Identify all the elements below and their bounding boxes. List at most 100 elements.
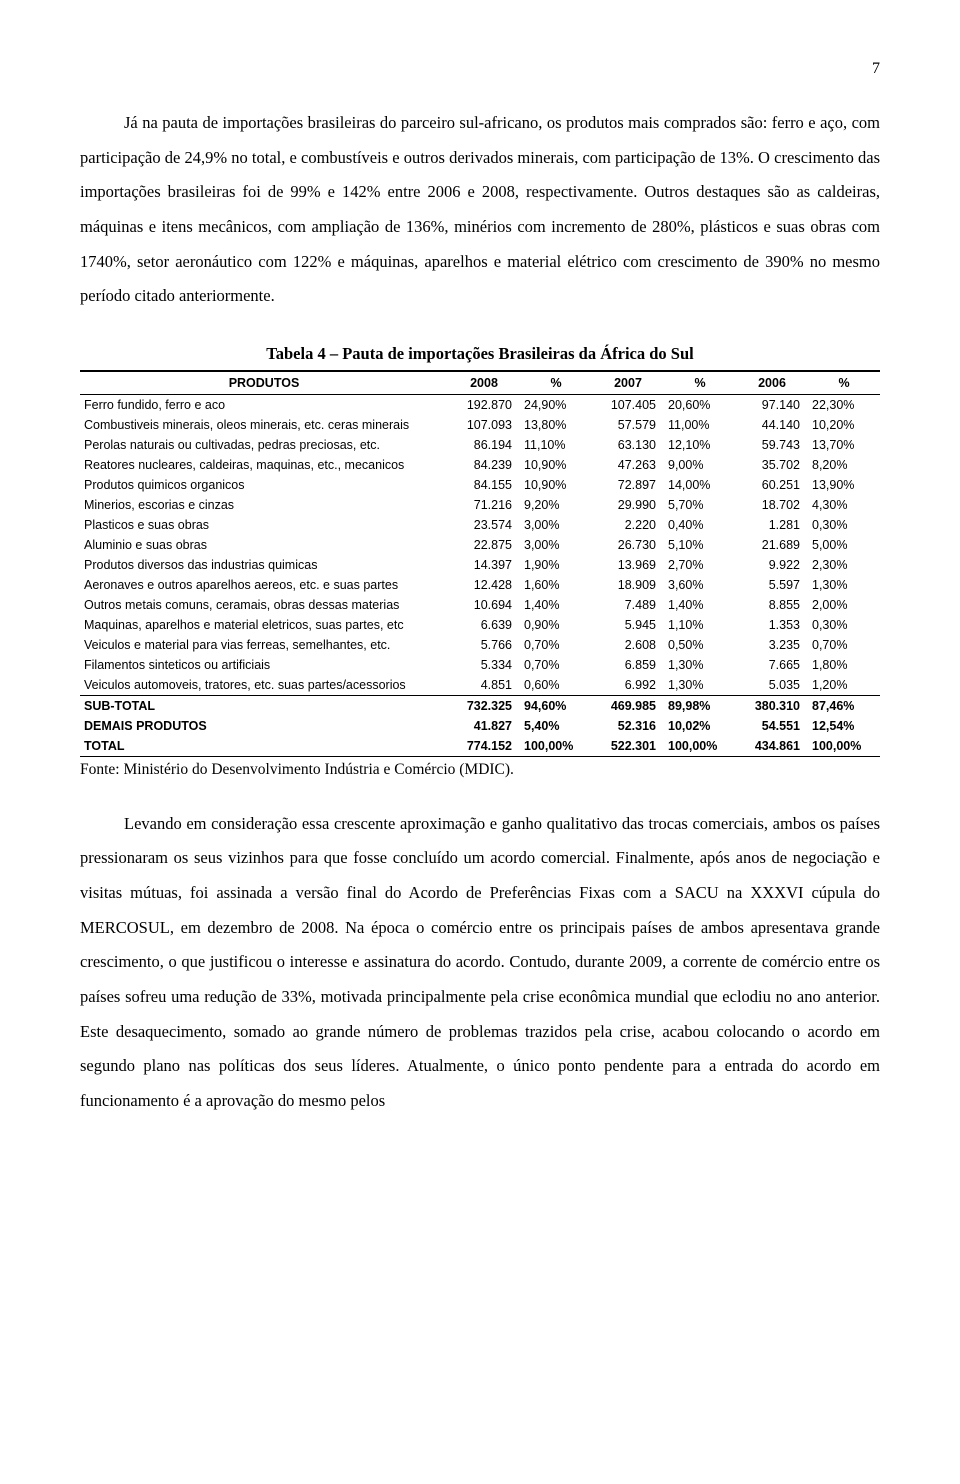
table-cell: 1,30%: [664, 655, 736, 675]
table-row: Combustiveis minerais, oleos minerais, e…: [80, 415, 880, 435]
table-row: TOTAL774.152100,00%522.301100,00%434.861…: [80, 736, 880, 757]
table-cell: 14.397: [448, 555, 520, 575]
table-cell: 11,10%: [520, 435, 592, 455]
table-cell: 522.301: [592, 736, 664, 757]
table-cell: Filamentos sinteticos ou artificiais: [80, 655, 448, 675]
table-cell: 18.702: [736, 495, 808, 515]
table-cell: 3.235: [736, 635, 808, 655]
table-cell: 0,70%: [520, 635, 592, 655]
table-cell: 5.945: [592, 615, 664, 635]
table-cell: Produtos diversos das industrias quimica…: [80, 555, 448, 575]
table-cell: 0,70%: [520, 655, 592, 675]
table-row: Perolas naturais ou cultivadas, pedras p…: [80, 435, 880, 455]
table-cell: 1,60%: [520, 575, 592, 595]
table-cell: 89,98%: [664, 695, 736, 716]
table-cell: 54.551: [736, 716, 808, 736]
table-cell: 84.239: [448, 455, 520, 475]
table-cell: 29.990: [592, 495, 664, 515]
table-cell: 2.220: [592, 515, 664, 535]
table-row: Veiculos automoveis, tratores, etc. suas…: [80, 675, 880, 696]
table-cell: Veiculos e material para vias ferreas, s…: [80, 635, 448, 655]
paragraph-conclusion: Levando em consideração essa crescente a…: [80, 807, 880, 1119]
table-cell: 3,60%: [664, 575, 736, 595]
table-cell: 1,80%: [808, 655, 880, 675]
page-number: 7: [80, 60, 880, 78]
table-cell: 0,50%: [664, 635, 736, 655]
table-cell: 5,10%: [664, 535, 736, 555]
table-cell: 35.702: [736, 455, 808, 475]
table-cell: Minerios, escorias e cinzas: [80, 495, 448, 515]
table-cell: 6.639: [448, 615, 520, 635]
table-cell: 4.851: [448, 675, 520, 696]
table-header-cell: 2008: [448, 371, 520, 395]
table-cell: 44.140: [736, 415, 808, 435]
table-cell: 6.859: [592, 655, 664, 675]
table-row: DEMAIS PRODUTOS41.8275,40%52.31610,02%54…: [80, 716, 880, 736]
table-cell: 380.310: [736, 695, 808, 716]
table-cell: 2,00%: [808, 595, 880, 615]
table-cell: 8,20%: [808, 455, 880, 475]
table-row: Reatores nucleares, caldeiras, maquinas,…: [80, 455, 880, 475]
table-cell: DEMAIS PRODUTOS: [80, 716, 448, 736]
table-cell: Produtos quimicos organicos: [80, 475, 448, 495]
table-row: Aluminio e suas obras22.8753,00%26.7305,…: [80, 535, 880, 555]
table-cell: 21.689: [736, 535, 808, 555]
table-cell: 1,30%: [808, 575, 880, 595]
table-cell: Veiculos automoveis, tratores, etc. suas…: [80, 675, 448, 696]
table-cell: 100,00%: [520, 736, 592, 757]
table-cell: 18.909: [592, 575, 664, 595]
table-cell: 22.875: [448, 535, 520, 555]
table-cell: 23.574: [448, 515, 520, 535]
table-cell: 71.216: [448, 495, 520, 515]
table-row: Outros metais comuns, ceramais, obras de…: [80, 595, 880, 615]
table-cell: 11,00%: [664, 415, 736, 435]
table-header-cell: %: [664, 371, 736, 395]
table-row: Produtos quimicos organicos84.15510,90%7…: [80, 475, 880, 495]
table-cell: 20,60%: [664, 394, 736, 415]
table-cell: Perolas naturais ou cultivadas, pedras p…: [80, 435, 448, 455]
table-cell: 87,46%: [808, 695, 880, 716]
table-cell: 0,40%: [664, 515, 736, 535]
table-cell: 1,90%: [520, 555, 592, 575]
table-cell: 14,00%: [664, 475, 736, 495]
table-cell: 12,54%: [808, 716, 880, 736]
table-body: Ferro fundido, ferro e aco192.87024,90%1…: [80, 394, 880, 756]
table-cell: 9.922: [736, 555, 808, 575]
table-cell: 2,30%: [808, 555, 880, 575]
table-cell: 2,70%: [664, 555, 736, 575]
table-row: Ferro fundido, ferro e aco192.87024,90%1…: [80, 394, 880, 415]
table-cell: 1,40%: [664, 595, 736, 615]
table-source: Fonte: Ministério do Desenvolvimento Ind…: [80, 761, 880, 779]
table-cell: 10.694: [448, 595, 520, 615]
table-row: Maquinas, aparelhos e material eletricos…: [80, 615, 880, 635]
table-cell: 47.263: [592, 455, 664, 475]
table-row: Minerios, escorias e cinzas71.2169,20%29…: [80, 495, 880, 515]
table-cell: 1,10%: [664, 615, 736, 635]
table-cell: 0,30%: [808, 615, 880, 635]
table-cell: TOTAL: [80, 736, 448, 757]
table-header-row: PRODUTOS2008%2007%2006%: [80, 371, 880, 395]
table-row: Produtos diversos das industrias quimica…: [80, 555, 880, 575]
table-cell: 1,20%: [808, 675, 880, 696]
table-cell: 192.870: [448, 394, 520, 415]
table-row: SUB-TOTAL732.32594,60%469.98589,98%380.3…: [80, 695, 880, 716]
table-cell: 13,70%: [808, 435, 880, 455]
table-cell: 1.281: [736, 515, 808, 535]
table-cell: Aeronaves e outros aparelhos aereos, etc…: [80, 575, 448, 595]
table-cell: Maquinas, aparelhos e material eletricos…: [80, 615, 448, 635]
table-cell: 9,00%: [664, 455, 736, 475]
table-cell: 10,20%: [808, 415, 880, 435]
table-cell: 100,00%: [664, 736, 736, 757]
table-cell: 12,10%: [664, 435, 736, 455]
table-cell: 1,40%: [520, 595, 592, 615]
table-cell: 5.597: [736, 575, 808, 595]
table-cell: 86.194: [448, 435, 520, 455]
table-cell: 774.152: [448, 736, 520, 757]
table-title: Tabela 4 – Pauta de importações Brasilei…: [80, 344, 880, 364]
table-cell: 24,90%: [520, 394, 592, 415]
table-cell: 10,90%: [520, 455, 592, 475]
table-cell: 41.827: [448, 716, 520, 736]
table-cell: 5,40%: [520, 716, 592, 736]
imports-table: PRODUTOS2008%2007%2006% Ferro fundido, f…: [80, 370, 880, 757]
table-cell: Outros metais comuns, ceramais, obras de…: [80, 595, 448, 615]
